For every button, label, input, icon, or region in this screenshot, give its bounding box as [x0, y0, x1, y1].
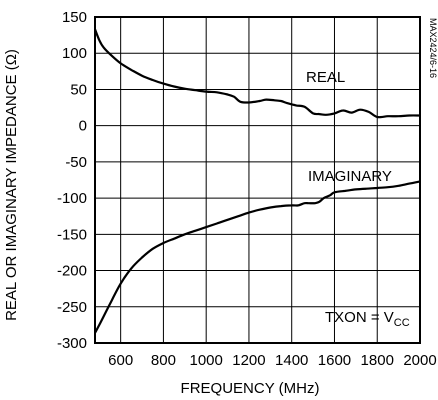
- x-tick-label: 1000: [189, 352, 222, 369]
- y-tick-label: 50: [70, 81, 87, 98]
- series-label-imaginary: IMAGINARY: [308, 168, 392, 185]
- x-tick-label: 800: [151, 352, 176, 369]
- y-tick-label: 0: [79, 118, 87, 135]
- condition-label: TXON = VCC: [325, 309, 410, 329]
- series-lines: [93, 28, 421, 334]
- x-tick-label: 1600: [318, 352, 351, 369]
- x-tick-label: 1800: [361, 352, 394, 369]
- y-tick-label: -100: [57, 190, 87, 207]
- y-tick-label: -250: [57, 299, 87, 316]
- y-tick-label: -150: [57, 226, 87, 243]
- y-tick-label: -50: [65, 154, 87, 171]
- x-tick-label: 2000: [403, 352, 436, 369]
- y-axis-label: REAL OR IMAGINARY IMPEDANCE (Ω): [3, 49, 20, 321]
- x-axis-label: FREQUENCY (MHz): [181, 380, 320, 397]
- condition-subscript: CC: [394, 317, 410, 329]
- series-line-imaginary: [94, 180, 421, 334]
- series-label-real: REAL: [306, 69, 345, 86]
- y-tick-labels: 150 100 50 0 -50 -100 -150 -200 -250 -300: [57, 9, 87, 352]
- x-tick-labels: 600 800 1000 1200 1400 1600 1800 2000: [108, 352, 437, 369]
- y-tick-label: -300: [57, 335, 87, 352]
- x-tick-label: 600: [108, 352, 133, 369]
- plot-frame: [94, 16, 421, 344]
- y-tick-label: -200: [57, 263, 87, 280]
- y-tick-label: 150: [62, 9, 87, 26]
- x-tick-label: 1400: [275, 352, 308, 369]
- x-tick-label: 1200: [232, 352, 265, 369]
- y-tick-label: 100: [62, 45, 87, 62]
- condition-text: TXON = V: [325, 309, 394, 326]
- series-line-real: [93, 28, 421, 119]
- figure-code: MAX2424/6-16: [428, 18, 438, 78]
